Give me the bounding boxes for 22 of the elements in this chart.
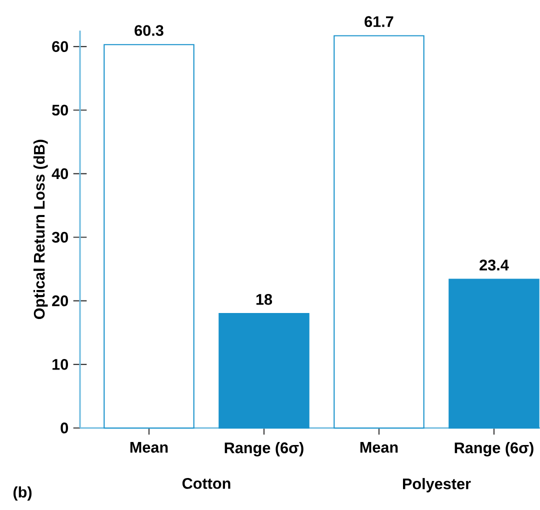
bar [218, 313, 310, 429]
x-tick-label: Mean [130, 442, 168, 453]
y-tick-label: 10 [52, 358, 68, 370]
y-tick-label: 30 [52, 232, 68, 243]
x-tick-label: Mean [360, 442, 398, 453]
x-tick-label: Range (6σ) [224, 442, 304, 456]
bar [104, 44, 194, 429]
data-label: 61.7 [364, 16, 394, 28]
x-tick-label: Range (6σ) [454, 442, 534, 456]
y-tick-label: 40 [52, 168, 68, 180]
y-tick-label: 60 [52, 41, 68, 52]
data-label: 60.3 [134, 25, 164, 36]
bar [334, 35, 424, 429]
data-label: 23.4 [480, 260, 509, 271]
text: Cotton [182, 478, 230, 489]
text: (b) [13, 486, 32, 501]
y-tick-label: 50 [52, 104, 68, 116]
y-tick-label: 0 [60, 422, 68, 434]
y-axis-title: Optical Return Loss (dB) [33, 140, 48, 319]
y-tick-label: 20 [52, 295, 68, 306]
data-label: 18 [256, 294, 272, 305]
text: Polyester [403, 478, 471, 492]
